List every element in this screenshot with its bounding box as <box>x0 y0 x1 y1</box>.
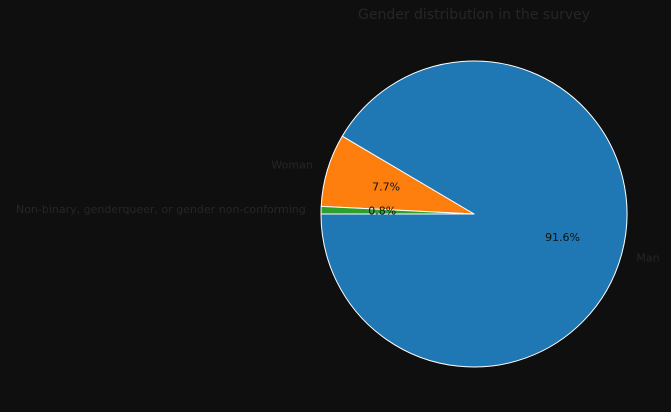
slice-percent-non-binary-genderqueer-or-gender-non-conforming: 0.8% <box>368 205 396 218</box>
pie-slices <box>320 60 628 368</box>
slice-percent-woman: 7.7% <box>372 181 400 194</box>
pie-slice-non-binary-genderqueer-or-gender-non-conforming <box>320 205 475 215</box>
slice-label-non-binary-genderqueer-or-gender-non-conforming: Non-binary, genderqueer, or gender non-c… <box>16 203 306 216</box>
pie-labels: Man 91.6% Woman 7.7% Non-binary, genderqueer… <box>16 159 660 265</box>
slice-label-woman: Woman <box>271 159 312 172</box>
slice-label-man: Man <box>636 251 659 264</box>
slice-percent-man: 91.6% <box>545 231 580 244</box>
chart-title: Gender distribution in the survey <box>358 7 590 23</box>
